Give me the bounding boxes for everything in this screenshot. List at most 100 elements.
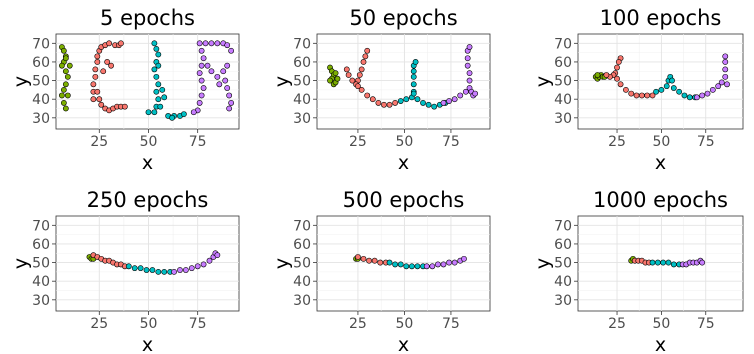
panel-title: 100 epochs <box>600 6 722 30</box>
y-axis-label: y <box>10 76 32 87</box>
data-point <box>108 62 114 69</box>
data-point <box>617 81 624 88</box>
y-tick-label: 50 <box>293 256 311 272</box>
plot-area <box>55 215 240 312</box>
x-tick-label: 50 <box>396 316 414 332</box>
data-point <box>709 86 716 93</box>
data-point <box>466 44 473 50</box>
data-point <box>332 70 339 77</box>
x-tick-label: 50 <box>652 134 670 150</box>
x-axis-label: x <box>142 152 153 174</box>
data-point <box>397 261 404 268</box>
x-tick-label: 75 <box>189 134 207 150</box>
x-axis-label: x <box>398 334 409 354</box>
data-point <box>681 92 688 99</box>
x-tick-label: 25 <box>608 316 626 332</box>
data-point <box>204 62 211 69</box>
data-point <box>722 53 729 60</box>
data-point <box>410 73 417 80</box>
data-point <box>198 47 205 54</box>
data-point <box>594 72 601 78</box>
plot-area <box>316 215 491 312</box>
data-point <box>472 90 479 97</box>
x-axis-label: x <box>398 152 409 174</box>
data-point <box>461 255 467 262</box>
y-tick-label: 70 <box>554 36 572 52</box>
y-tick-label: 70 <box>554 218 572 234</box>
data-point <box>153 88 160 95</box>
data-point <box>366 257 372 264</box>
data-point <box>644 92 651 99</box>
data-point <box>181 111 187 117</box>
panel-6: 25 50 75 30 40 50 60 70 1000 epochs x y <box>532 188 744 354</box>
data-point <box>222 77 229 84</box>
data-point <box>345 72 352 78</box>
plot-area <box>316 33 491 130</box>
data-point <box>653 88 659 95</box>
data-point <box>410 81 417 88</box>
data-point <box>224 42 231 49</box>
x-tick-label: 75 <box>697 316 715 332</box>
data-point <box>403 96 410 103</box>
y-tick-label: 60 <box>32 55 50 71</box>
data-point <box>386 101 393 108</box>
data-point <box>327 77 333 84</box>
data-point <box>386 259 393 266</box>
data-point <box>194 263 201 270</box>
data-point <box>360 255 367 262</box>
data-point <box>220 68 227 75</box>
data-point <box>715 83 722 90</box>
panel-4: 25 50 75 30 40 50 60 70 250 epochs x y <box>10 188 240 354</box>
data-point <box>451 96 458 103</box>
panel-title: 250 epochs <box>87 188 209 212</box>
data-point <box>686 94 693 101</box>
data-point <box>628 90 635 97</box>
data-point <box>208 68 215 75</box>
data-point <box>153 73 160 80</box>
data-point <box>145 109 152 116</box>
data-point <box>446 98 452 104</box>
data-point <box>343 66 350 73</box>
y-tick-label: 60 <box>554 237 572 253</box>
data-point <box>64 73 71 80</box>
data-point <box>200 85 207 91</box>
data-point <box>198 77 205 84</box>
data-point <box>722 66 729 73</box>
data-point <box>403 263 410 270</box>
data-point <box>171 268 177 275</box>
y-tick-label: 30 <box>293 293 311 309</box>
data-point <box>334 75 341 82</box>
data-point <box>100 68 107 75</box>
data-point <box>92 73 99 80</box>
data-point <box>169 114 175 121</box>
data-point <box>410 90 417 97</box>
data-point <box>131 265 138 272</box>
data-point <box>649 259 656 266</box>
data-point <box>603 72 610 78</box>
data-point <box>435 261 441 268</box>
panel-title: 5 epochs <box>100 6 195 30</box>
data-point <box>375 100 382 106</box>
y-tick-label: 30 <box>554 293 572 309</box>
data-point <box>151 40 158 47</box>
data-point <box>638 92 645 99</box>
data-point <box>670 85 677 91</box>
data-point <box>362 53 369 60</box>
data-point <box>410 68 417 75</box>
data-point <box>62 81 69 88</box>
y-axis-label: y <box>271 258 293 269</box>
y-tick-label: 60 <box>293 55 311 71</box>
x-tick-label: 75 <box>189 316 207 332</box>
data-point <box>214 252 221 259</box>
data-point <box>151 109 158 116</box>
y-tick-label: 70 <box>32 36 50 52</box>
y-tick-label: 30 <box>32 111 50 127</box>
y-tick-label: 60 <box>293 237 311 253</box>
panel-title: 500 epochs <box>343 188 465 212</box>
data-point <box>226 92 233 99</box>
x-tick-label: 25 <box>90 316 108 332</box>
x-tick-label: 50 <box>140 316 158 332</box>
data-point <box>196 100 203 106</box>
data-point <box>177 267 183 273</box>
data-point <box>228 100 235 106</box>
